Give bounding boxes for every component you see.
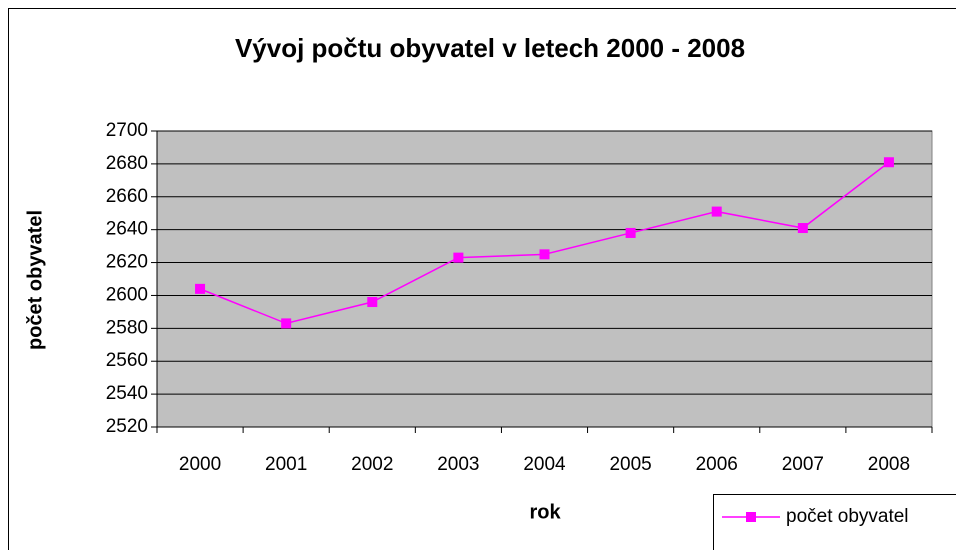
point-marker [195,283,206,294]
point-marker [625,227,636,238]
x-tick-label: 2000 [179,454,221,475]
y-tick-label: 2600 [106,284,148,305]
plot-area [156,130,933,428]
x-tick-label: 2001 [265,454,307,475]
point-marker [367,297,378,308]
point-marker [539,249,550,260]
x-tick-label: 2004 [523,454,566,475]
x-tick-label: 2007 [782,454,824,475]
point-marker [281,318,292,329]
y-tick-label: 2620 [106,252,148,273]
legend-label: počet obyvatel [786,506,909,527]
y-tick-label: 2640 [106,219,148,240]
x-axis-label: rok [529,501,561,523]
y-axis-label: počet obyvatel [24,210,46,350]
point-marker [883,157,894,168]
y-tick-label: 2580 [106,317,148,338]
y-tick-label: 2560 [106,350,148,371]
y-tick-label: 2520 [106,416,148,437]
x-tick-label: 2006 [696,454,738,475]
chart-title: Vývoj počtu obyvatel v letech 2000 - 200… [235,33,745,63]
y-tick-label: 2540 [106,383,148,404]
x-tick-label: 2002 [351,454,393,475]
legend-box [713,494,956,550]
x-tick-label: 2008 [868,454,910,475]
y-tick-label: 2660 [106,186,148,207]
y-tick-label: 2700 [106,120,148,141]
point-marker [453,252,464,263]
x-tick-label: 2005 [609,454,651,475]
point-marker [797,223,808,234]
x-tick-label: 2003 [437,454,479,475]
point-marker [711,206,722,217]
y-tick-label: 2680 [106,153,148,174]
legend-marker [746,512,756,522]
